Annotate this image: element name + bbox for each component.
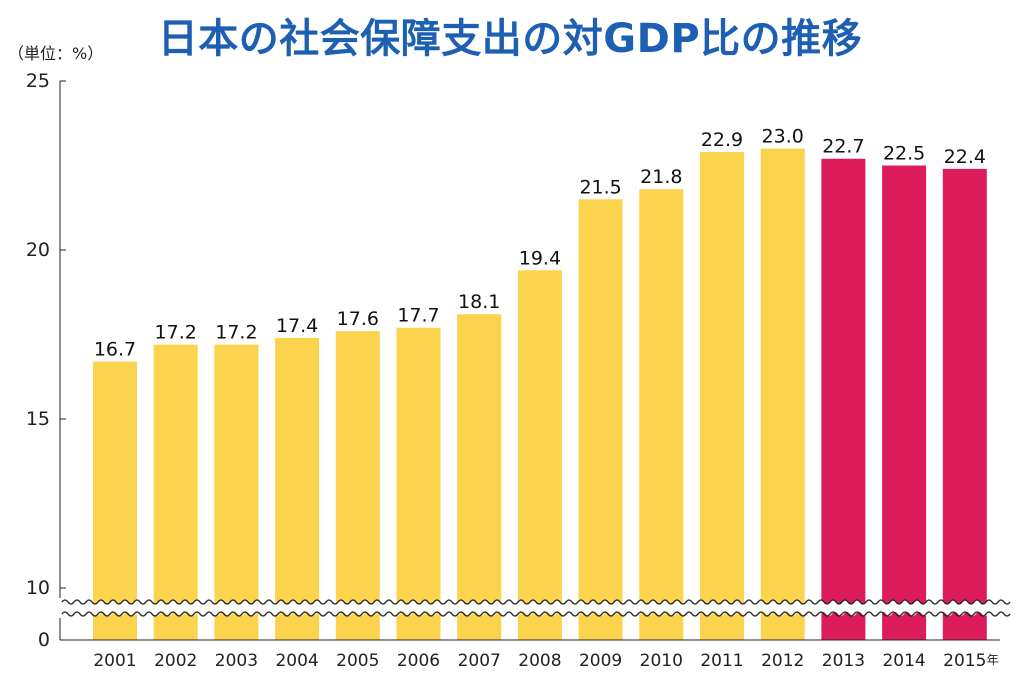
axis-break-wave-1: [61, 599, 1011, 605]
value-label-2004: 17.4: [276, 315, 318, 337]
value-label-2009: 21.5: [579, 176, 621, 198]
bar-2001: [93, 361, 137, 640]
value-label-2011: 22.9: [701, 129, 743, 151]
y-tick-label-15: 15: [26, 408, 50, 430]
category-label-2009: 2009: [579, 651, 622, 671]
value-label-2003: 17.2: [215, 322, 257, 344]
category-label-2014: 2014: [882, 651, 925, 671]
bar-2010: [639, 189, 684, 640]
category-label-2010: 2010: [640, 651, 683, 671]
bar-2003: [214, 344, 259, 640]
category-label-2008: 2008: [518, 651, 561, 671]
bar-2004: [275, 337, 320, 640]
category-label-2002: 2002: [154, 651, 197, 671]
value-label-2014: 22.5: [883, 143, 925, 165]
category-label-2001: 2001: [93, 651, 136, 671]
category-label-2012: 2012: [761, 651, 804, 671]
value-label-2013: 22.7: [822, 136, 864, 158]
bar-2009: [578, 199, 623, 641]
year-suffix: 年: [987, 653, 999, 667]
bar-2005: [335, 331, 380, 640]
category-label-2006: 2006: [397, 651, 440, 671]
value-label-2006: 17.7: [397, 305, 439, 327]
bar-2008: [517, 270, 562, 640]
bar-2002: [153, 344, 198, 640]
chart-title: 日本の社会保障支出の対GDP比の推移: [157, 16, 863, 62]
category-label-2003: 2003: [215, 651, 258, 671]
value-label-2010: 21.8: [640, 166, 682, 188]
bar-2015: [942, 168, 987, 640]
category-label-2013: 2013: [822, 651, 865, 671]
bar-2014: [882, 165, 927, 640]
unit-label: （単位：%）: [8, 44, 104, 63]
category-label-2011: 2011: [700, 651, 743, 671]
value-label-2005: 17.6: [337, 308, 379, 330]
value-label-2008: 19.4: [519, 247, 561, 269]
category-label-2005: 2005: [336, 651, 379, 671]
category-label-2004: 2004: [275, 651, 318, 671]
value-label-2012: 23.0: [762, 126, 804, 148]
bar-2006: [396, 327, 441, 640]
bar-2007: [457, 314, 502, 640]
y-tick-label-25: 25: [26, 70, 50, 92]
axis-break-wave-2: [61, 611, 1011, 617]
value-label-2001: 16.7: [94, 339, 136, 361]
bar-2013: [821, 158, 866, 641]
axis-break: [52, 599, 1011, 617]
category-label-2007: 2007: [458, 651, 501, 671]
y-tick-label-10: 10: [26, 577, 50, 599]
bar-2011: [700, 151, 744, 641]
value-label-2007: 18.1: [458, 291, 500, 313]
bar-2012: [760, 148, 805, 640]
y-tick-label-20: 20: [26, 239, 50, 261]
value-label-2015: 22.4: [944, 146, 986, 168]
y-tick-label-0: 0: [38, 629, 50, 651]
category-label-2015: 2015: [943, 651, 986, 671]
value-label-2002: 17.2: [155, 322, 197, 344]
